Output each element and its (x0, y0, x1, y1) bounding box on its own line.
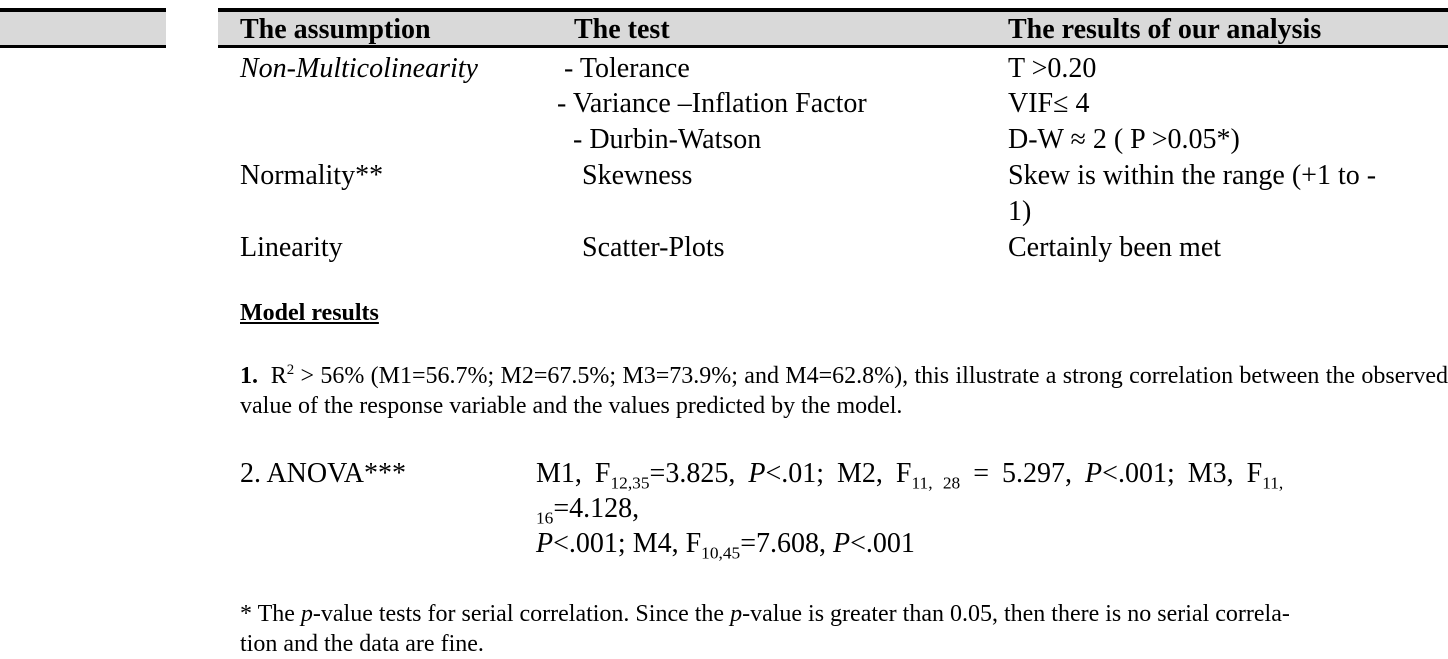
row2-result: VIF≤ 4 (1008, 88, 1090, 119)
row1-assumption: Non-Multicolinearity (240, 53, 478, 84)
anova-line3: P<.001; M4, F10,45=7.608, P<.001 (536, 528, 915, 563)
anova-line1: M1, F12,35=3.825, P<.01; M2, F11, 28 = 5… (536, 458, 1284, 493)
row1-result: T >0.20 (1008, 53, 1097, 84)
r-squared-sup: 2 (286, 362, 295, 378)
row4-assumption: Normality** (240, 160, 384, 191)
model-results-heading: Model results (240, 300, 379, 326)
row5-test: Scatter-Plots (582, 232, 725, 263)
header-test: The test (574, 14, 670, 45)
table-header: The assumption The test The results of o… (218, 8, 1448, 48)
row1-test: - Tolerance (564, 53, 690, 84)
header-results: The results of our analysis (1008, 14, 1322, 45)
row5-result: Certainly been met (1008, 232, 1222, 263)
row3-result: D-W ≈ 2 ( P >0.05*) (1008, 124, 1240, 155)
row2-test: - Variance –Inflation Factor (557, 88, 867, 119)
footnote: * The p-value tests for serial correlati… (240, 601, 1290, 627)
row5-assumption: Linearity (240, 232, 343, 263)
anova-line2: 16=4.128, (536, 493, 640, 528)
row4-result-cont: 1) (1008, 196, 1032, 227)
r-symbol: R (270, 363, 287, 389)
item1-number: 1. (240, 363, 258, 389)
anova-label: 2. ANOVA*** (240, 458, 406, 489)
row3-test: - Durbin-Watson (573, 124, 762, 155)
header-assumption: The assumption (240, 14, 431, 45)
row4-test: Skewness (582, 160, 693, 191)
item1-text: > 56% (M1=56.7%; M2=67.5%; M3=73.9%; and… (240, 363, 1448, 419)
left-header-bar (0, 8, 166, 48)
footnote-line2: tion and the data are fine. (240, 631, 484, 657)
row4-result: Skew is within the range (+1 to - (1008, 160, 1377, 191)
model-results-item1: 1. R2 > 56% (M1=56.7%; M2=67.5%; M3=73.9… (240, 361, 1448, 421)
